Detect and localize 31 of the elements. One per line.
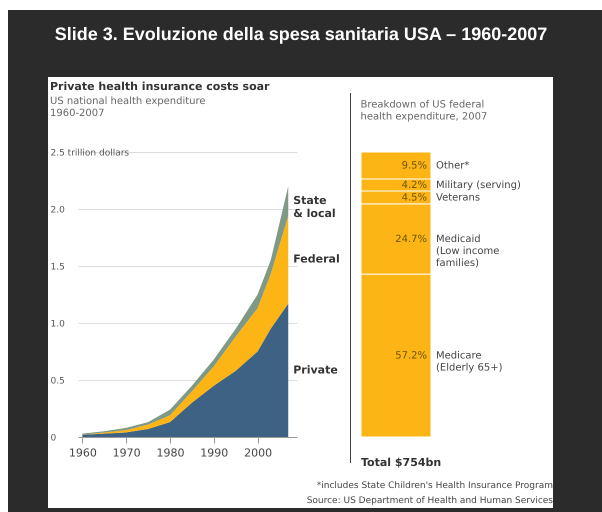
y-tick-label: 2.0 (50, 206, 66, 216)
series-label: Other* (436, 160, 470, 172)
y-tick-label: 1.5 (50, 262, 65, 272)
series-label: Veterans (436, 192, 480, 204)
y-tick-label: 2.5 trillion dollars (50, 148, 130, 158)
data-label: 24.7% (395, 234, 427, 245)
text: *includes State Children's Health Insurance Program (316, 481, 553, 491)
chart-title: Breakdown of US federal health expenditure, 2007 (360, 100, 488, 122)
chart-title: Private health insurance costs soar (50, 80, 270, 93)
data-label: 4.2% (402, 180, 427, 192)
data-label: 4.5% (402, 192, 427, 204)
x-tick-label: 1980 (156, 446, 184, 460)
series-label: Medicare (Elderly 65+) (436, 350, 503, 374)
series-label: Private (293, 363, 338, 376)
y-tick-label: 0 (50, 434, 56, 444)
x-tick-label: 1970 (112, 446, 141, 460)
data-label: 9.5% (402, 160, 427, 172)
series-label: Medicaid (Low income families) (436, 234, 500, 269)
y-tick-label: 1.0 (50, 320, 66, 330)
data-label: 57.2% (395, 350, 427, 362)
series-label: Military (serving) (436, 180, 521, 192)
series-label: State & local (293, 194, 336, 220)
source-note: Source: US Department of Health and Human Services (306, 496, 553, 506)
text: Slide 3. Evoluzione della spesa sanitaria USA – 1960-2007 (54, 24, 548, 45)
x-tick-label: 1990 (200, 446, 228, 460)
y-tick-label: 0.5 (50, 376, 65, 386)
series-label: Federal (293, 252, 340, 266)
chart-subtitle: US national health expenditure 1960-2007 (50, 96, 206, 119)
x-tick-label: 1960 (68, 446, 97, 460)
x-tick-label: 2000 (244, 446, 272, 460)
text: Total $754bn (361, 456, 442, 469)
